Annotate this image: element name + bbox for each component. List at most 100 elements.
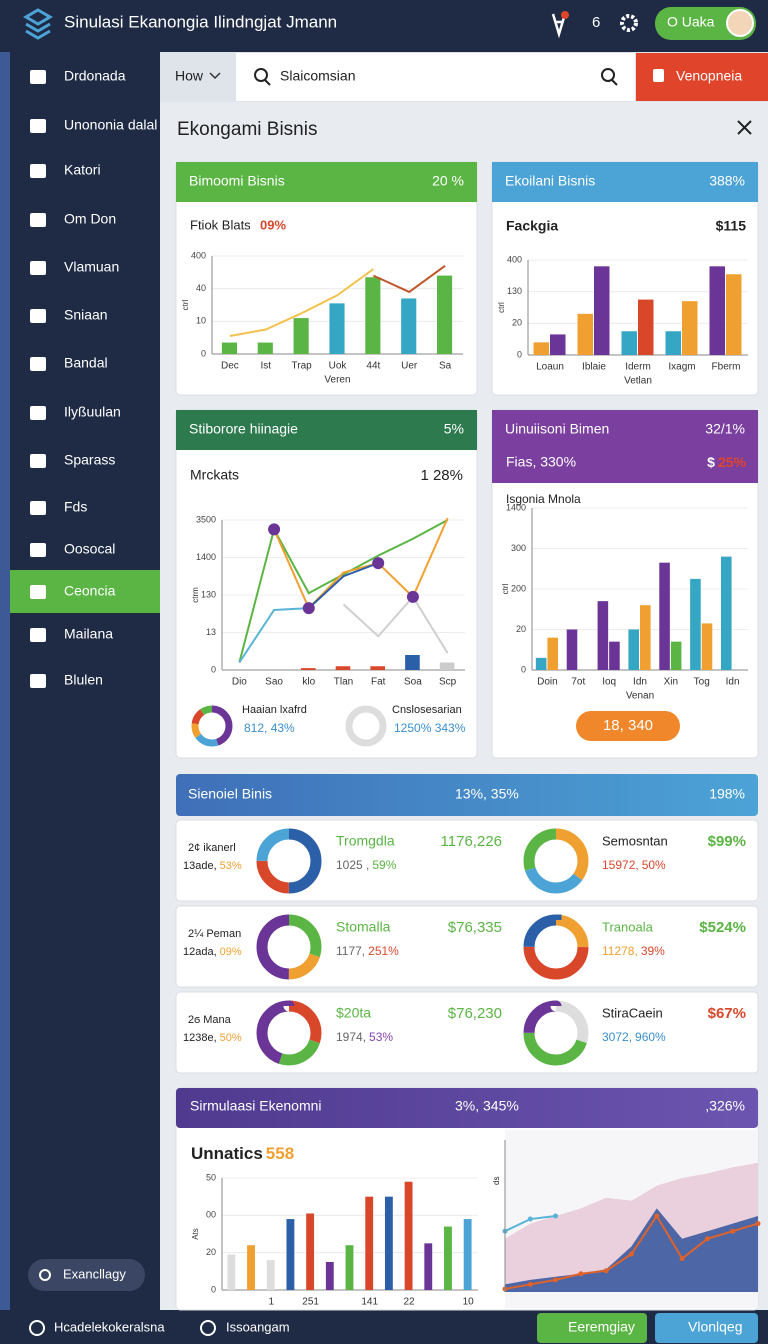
- x-tick-label: Xin: [664, 677, 678, 688]
- donut-segment: [523, 1000, 589, 1066]
- bar: [257, 342, 273, 354]
- notification-icon[interactable]: [551, 13, 567, 39]
- y-axis-label: ctrl: [497, 302, 506, 313]
- footer-text: Issoangam: [226, 1319, 290, 1334]
- x-tick-label: Fberm: [712, 362, 741, 373]
- bar: [463, 1219, 472, 1290]
- label-part: 960%: [635, 1030, 666, 1044]
- x-tick-label: 141: [361, 1297, 378, 1308]
- bar: [227, 1254, 236, 1290]
- y-tick-label: 13: [206, 627, 216, 637]
- logo: [23, 8, 53, 40]
- point: [302, 602, 315, 615]
- close-icon[interactable]: [737, 120, 752, 135]
- row-name: Semosntan: [602, 833, 668, 848]
- footer-text: Hcadelekokeralsna: [54, 1319, 165, 1334]
- section-header-title: Sienoiel Binis: [188, 786, 272, 802]
- y-tick-label: 10: [196, 316, 206, 326]
- row-name: Tromgdla: [336, 833, 395, 849]
- footer-icon: [200, 1320, 216, 1336]
- x-tick-label: Idn: [633, 677, 647, 688]
- donut-segment: [256, 828, 322, 894]
- label-part: 09%: [220, 946, 242, 958]
- point: [527, 1216, 533, 1222]
- summary-row: [175, 991, 759, 1074]
- point: [527, 1281, 533, 1287]
- y-tick-label: 200: [511, 583, 526, 593]
- x-tick-label: Ist: [261, 361, 272, 372]
- card-title: Stiborore hiinagie: [189, 421, 298, 437]
- card-subtitle-value: 1 28%: [420, 467, 463, 484]
- x-tick-label: Sa: [439, 361, 452, 372]
- donut-segment: [523, 914, 589, 980]
- menu-icon: [30, 406, 46, 420]
- edge-strip: [0, 0, 10, 1344]
- donut-segment: [256, 914, 322, 980]
- label-part: 12ada,: [183, 946, 217, 958]
- x-axis-label: Vetlan: [624, 376, 652, 387]
- bar: [638, 299, 654, 355]
- row-detail: 11278, 39%: [602, 944, 665, 958]
- x-tick-label: Uer: [401, 361, 418, 372]
- bar: [437, 275, 453, 354]
- bar: [670, 641, 682, 670]
- card-header: [492, 162, 758, 202]
- search-box[interactable]: [236, 53, 635, 101]
- label-part: 39%: [641, 944, 665, 958]
- card-subtitle: Fackgia: [506, 218, 558, 234]
- card-button[interactable]: [576, 711, 680, 741]
- y-tick-label: 0: [211, 1284, 216, 1294]
- menu-item: Fds: [64, 499, 87, 515]
- x-tick-label: Soa: [404, 677, 422, 688]
- section-header-value: 198%: [709, 786, 745, 802]
- menu-icon: [30, 70, 46, 84]
- label-part: 1025 ,: [336, 858, 369, 872]
- notification-count: 6: [592, 14, 600, 31]
- row-detail: 15972, 50%: [602, 858, 666, 872]
- bar: [659, 562, 670, 670]
- footer-button[interactable]: [655, 1313, 758, 1343]
- summary-row: [175, 905, 759, 988]
- card-header-value: 20 %: [432, 173, 464, 189]
- menu-icon: [30, 164, 46, 178]
- bar: [293, 318, 309, 354]
- bar: [550, 334, 566, 355]
- menu-icon: [30, 454, 46, 468]
- menu-item: Bandal: [64, 355, 108, 371]
- bar: [566, 629, 578, 670]
- card-header-value: 5%: [444, 421, 464, 437]
- label-part: 13ade,: [183, 860, 217, 872]
- x-axis-label: Venan: [626, 691, 654, 702]
- bar: [665, 331, 681, 355]
- label-part: 558: [266, 1144, 294, 1163]
- label-part: 11278,: [602, 944, 638, 958]
- menu-item: Drdonada: [64, 68, 126, 84]
- x-tick-label: Iderm: [625, 362, 651, 373]
- bar: [345, 1245, 354, 1290]
- bar: [286, 1219, 295, 1290]
- bar: [405, 655, 420, 670]
- menu-item: Mailana: [64, 626, 113, 642]
- row-name: StiraCaein: [602, 1005, 663, 1020]
- x-tick-label: Scp: [439, 677, 457, 688]
- dropdown: How: [175, 68, 204, 84]
- donut-segment: [523, 1000, 589, 1066]
- settings-icon[interactable]: [620, 14, 638, 32]
- row-amount: $76,230: [448, 1005, 502, 1022]
- x-tick-label: Fat: [371, 677, 386, 688]
- row-name: Stomalla: [336, 919, 391, 935]
- donut-segment: [191, 705, 233, 747]
- sidebar-button[interactable]: [28, 1259, 145, 1291]
- notification-dot: [561, 11, 569, 19]
- point: [629, 1251, 634, 1257]
- y-tick-label: 3500: [196, 514, 216, 524]
- y-tick-label: 20: [516, 624, 526, 634]
- menu-icon: [30, 501, 46, 515]
- search-icon[interactable]: [601, 68, 615, 82]
- x-tick-label: Doin: [537, 677, 558, 688]
- point: [654, 1213, 660, 1219]
- point: [730, 1228, 736, 1234]
- donut-segment: [256, 1000, 322, 1066]
- donut-segment: [191, 705, 233, 747]
- footer-button[interactable]: [537, 1313, 647, 1343]
